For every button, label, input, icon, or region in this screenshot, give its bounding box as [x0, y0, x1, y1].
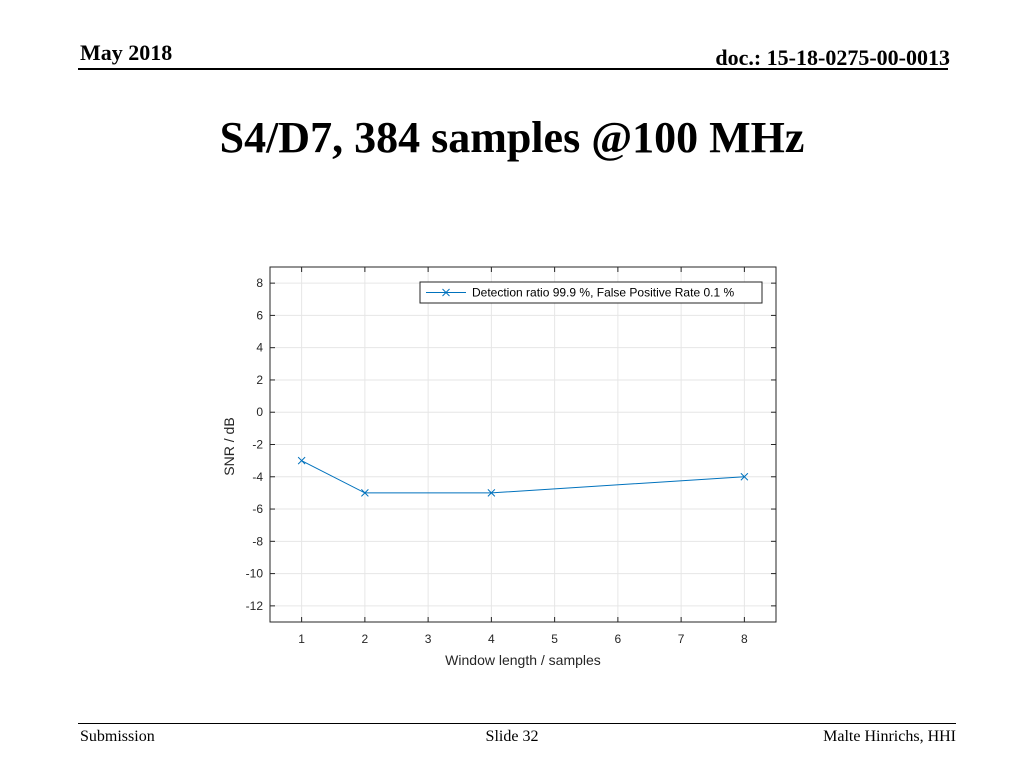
- y-tick-label: -6: [252, 502, 263, 516]
- x-tick-label: 3: [425, 632, 432, 646]
- header-date: May 2018: [80, 40, 173, 65]
- y-tick-label: 6: [256, 308, 263, 322]
- footer-submission: Submission: [80, 728, 155, 745]
- x-axis-label: Window length / samples: [445, 652, 601, 668]
- y-tick-label: -8: [252, 534, 263, 548]
- x-tick-label: 5: [551, 632, 558, 646]
- header-doc-number: doc.: 15-18-0275-00-0013: [715, 45, 950, 70]
- x-tick-label: 8: [741, 632, 748, 646]
- legend-marker-sample: [442, 288, 450, 297]
- x-tick-label: 4: [488, 632, 495, 646]
- y-tick-label: -4: [252, 470, 263, 484]
- data-point-marker: [361, 489, 369, 497]
- marker-stroke: [297, 456, 306, 465]
- y-tick-label: -2: [252, 438, 263, 452]
- marker-stroke: [361, 489, 369, 497]
- chart-series: [297, 456, 749, 497]
- x-tick-label: 1: [298, 632, 305, 646]
- legend-box: [419, 281, 763, 304]
- series-line: [301, 460, 745, 494]
- x-tick-label: 6: [615, 632, 622, 646]
- data-point-marker: [297, 456, 306, 465]
- y-tick-label: 4: [256, 341, 263, 355]
- x-tick-label: 2: [362, 632, 369, 646]
- legend-label: Detection ratio 99.9 %, False Positive R…: [472, 286, 734, 300]
- header-divider: [78, 68, 948, 70]
- chart-legend: Detection ratio 99.9 %, False Positive R…: [419, 281, 763, 304]
- y-tick-label: -10: [246, 567, 264, 581]
- footer-slide-number: Slide 32: [485, 728, 539, 745]
- slide-title: S4/D7, 384 samples @100 MHz: [219, 113, 805, 162]
- y-tick-label: 2: [256, 373, 263, 387]
- footer-author: Malte Hinrichs, HHI: [823, 728, 956, 745]
- y-tick-label: -12: [246, 599, 264, 613]
- y-tick-label: 8: [256, 276, 263, 290]
- footer-divider: [78, 723, 956, 724]
- marker-stroke: [487, 489, 496, 497]
- chart-grid: [270, 267, 776, 622]
- y-tick-label: 0: [256, 405, 263, 419]
- marker-stroke: [740, 472, 749, 481]
- data-point-marker: [487, 489, 496, 497]
- data-point-marker: [740, 472, 749, 481]
- x-tick-label: 7: [678, 632, 685, 646]
- y-axis-label: SNR / dB: [221, 417, 237, 475]
- chart-ticks: 1 2 3 4 5 6 7 8 8 6 4 2 0 -2 -4 -6 -8 -10 -12: [246, 267, 776, 646]
